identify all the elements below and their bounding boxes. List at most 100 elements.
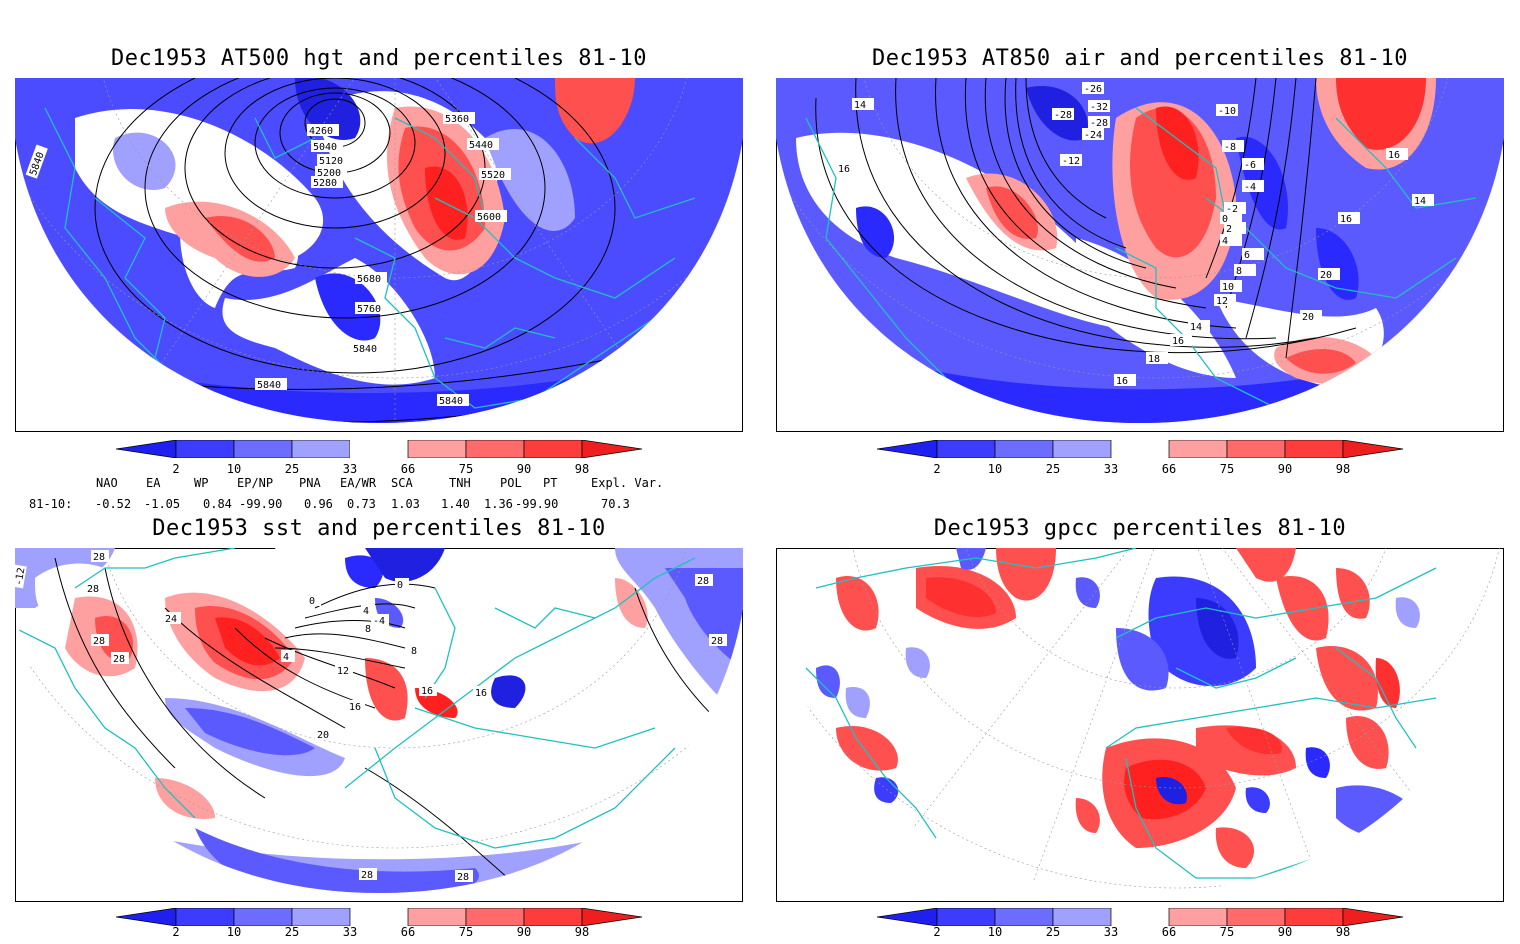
map-panel-sst: 28 28 24 28 28 0 0 -4 4 8 8 4 12 16 16 1… bbox=[15, 548, 743, 902]
colorbar-swatches bbox=[116, 908, 643, 926]
contour-label: 28 bbox=[93, 636, 105, 647]
index-value: 1.03 bbox=[391, 497, 420, 511]
colorbar-tick: 2 bbox=[933, 462, 941, 476]
colorbar-tick: 33 bbox=[342, 925, 358, 939]
index-header: EA bbox=[146, 476, 161, 490]
colorbar-tick: 66 bbox=[400, 462, 416, 476]
contour-labels-air: -28 -26 -32 -28 -24 -12 -10 -8 -6 -4 -2 … bbox=[836, 82, 1434, 387]
contour-label: 5840 bbox=[353, 344, 377, 355]
contour-label: -12 bbox=[1062, 156, 1080, 167]
contour-label: 20 bbox=[1302, 312, 1314, 323]
colorbar-tick: 98 bbox=[574, 925, 590, 939]
contour-label: 5680 bbox=[357, 274, 381, 285]
colorbar-tick: 33 bbox=[342, 462, 358, 476]
colorbar-tick: 75 bbox=[1219, 462, 1235, 476]
colorbar-air: 2 10 25 33 66 75 90 98 bbox=[877, 440, 1407, 476]
colorbar-tick: 25 bbox=[1045, 462, 1061, 476]
panel-title-sst: Dec1953 sst and percentiles 81-10 bbox=[152, 516, 606, 541]
colorbar-tick: 2 bbox=[172, 925, 180, 939]
contour-label: 8 bbox=[411, 646, 417, 657]
contour-label: -26 bbox=[1084, 84, 1102, 95]
contour-label: 14 bbox=[1190, 322, 1202, 333]
colorbar-tick: 90 bbox=[516, 462, 532, 476]
contour-label: -4 bbox=[373, 616, 385, 627]
contour-label: 4 bbox=[363, 606, 369, 617]
contour-label: 4260 bbox=[309, 126, 333, 137]
contour-label: 20 bbox=[1320, 270, 1332, 281]
colorbar-tick: 25 bbox=[284, 925, 300, 939]
contour-label: 5840 bbox=[257, 380, 281, 391]
index-value: -99.90 bbox=[239, 497, 283, 511]
colorbar-hgt: 2 10 25 33 66 75 90 98 bbox=[116, 440, 646, 476]
colorbar-tick: 75 bbox=[1219, 925, 1235, 939]
colorbar-tick: 90 bbox=[1277, 925, 1293, 939]
colorbar-tick: 75 bbox=[458, 925, 474, 939]
contour-label: 20 bbox=[317, 730, 329, 741]
contour-label: 8 bbox=[365, 624, 371, 635]
colorbar-tick: 33 bbox=[1103, 925, 1119, 939]
contour-labels-sst: 28 28 24 28 28 0 0 -4 4 8 8 4 12 16 16 1… bbox=[15, 550, 727, 883]
contour-label: 24 bbox=[165, 614, 177, 625]
contour-label: 5840 bbox=[439, 396, 463, 407]
contour-label: 28 bbox=[457, 872, 469, 883]
index-header: EP/NP bbox=[237, 476, 274, 490]
contour-label: -6 bbox=[1244, 160, 1256, 171]
contour-labels-hgt: 4260 5040 5120 5200 5280 5360 5440 5520 … bbox=[25, 112, 511, 407]
contour-label: -2 bbox=[1226, 204, 1238, 215]
contour-label: 5120 bbox=[319, 156, 343, 167]
colorbar-tick: 33 bbox=[1103, 462, 1119, 476]
colorbar-tick: 25 bbox=[284, 462, 300, 476]
colorbar-gpcc: 2 10 25 33 66 75 90 98 bbox=[877, 908, 1407, 944]
contour-label: 5280 bbox=[313, 178, 337, 189]
panel-title-gpcc: Dec1953 gpcc percentiles 81-10 bbox=[933, 516, 1347, 541]
index-header: POL bbox=[500, 476, 522, 490]
colorbar-tick: 10 bbox=[987, 462, 1003, 476]
colorbar-sst: 2 10 25 33 66 75 90 98 bbox=[116, 908, 646, 944]
contour-label: 6 bbox=[1244, 250, 1250, 261]
colorbar-swatches bbox=[877, 908, 1404, 926]
index-header: WP bbox=[194, 476, 209, 490]
map-panel-air: -28 -26 -32 -28 -24 -12 -10 -8 -6 -4 -2 … bbox=[776, 78, 1504, 432]
contour-label: 28 bbox=[87, 584, 99, 595]
contour-label: 2 bbox=[1226, 224, 1232, 235]
contour-label: -8 bbox=[1224, 142, 1236, 153]
contour-label: 16 bbox=[838, 164, 850, 175]
contour-label: 8 bbox=[1236, 266, 1242, 277]
contour-label: 16 bbox=[421, 686, 433, 697]
colorbar-tick: 25 bbox=[1045, 925, 1061, 939]
colorbar-tick: 10 bbox=[226, 462, 242, 476]
index-header: PNA bbox=[299, 476, 321, 490]
contour-label: 0 bbox=[309, 596, 315, 607]
contour-label: 5440 bbox=[469, 140, 493, 151]
index-header: EA/WR bbox=[340, 476, 377, 490]
colorbar-tick: 98 bbox=[1335, 462, 1351, 476]
contour-label: 10 bbox=[1222, 282, 1234, 293]
map-panel-hgt: 4260 5040 5120 5200 5280 5360 5440 5520 … bbox=[15, 78, 743, 432]
contour-label: 12 bbox=[1216, 296, 1228, 307]
colorbar-tick: 10 bbox=[226, 925, 242, 939]
index-header: SCA bbox=[391, 476, 413, 490]
contour-label: 5600 bbox=[477, 212, 501, 223]
index-value: 1.40 bbox=[441, 497, 470, 511]
index-value: 0.96 bbox=[304, 497, 333, 511]
contour-label: 16 bbox=[1172, 336, 1184, 347]
contour-label: 14 bbox=[1414, 196, 1426, 207]
index-value: 1.36 bbox=[484, 497, 513, 511]
contour-label: 4 bbox=[1222, 236, 1228, 247]
colorbar-tick: 90 bbox=[516, 925, 532, 939]
panel-title-air: Dec1953 AT850 air and percentiles 81-10 bbox=[871, 46, 1409, 71]
index-value: -1.05 bbox=[144, 497, 181, 511]
contour-label: 5760 bbox=[357, 304, 381, 315]
contour-label: 28 bbox=[93, 552, 105, 563]
index-value: -0.52 bbox=[95, 497, 132, 511]
contour-label: -28 bbox=[1090, 118, 1108, 129]
colorbar-tick: 75 bbox=[458, 462, 474, 476]
contour-label: 5040 bbox=[313, 142, 337, 153]
map-panel-gpcc bbox=[776, 548, 1504, 902]
contour-label: 16 bbox=[1116, 376, 1128, 387]
colorbar-tick: 66 bbox=[400, 925, 416, 939]
contour-label: 4 bbox=[283, 652, 289, 663]
contour-label: 16 bbox=[1340, 214, 1352, 225]
contour-label: -12 bbox=[15, 567, 27, 587]
contour-label: -32 bbox=[1090, 102, 1108, 113]
